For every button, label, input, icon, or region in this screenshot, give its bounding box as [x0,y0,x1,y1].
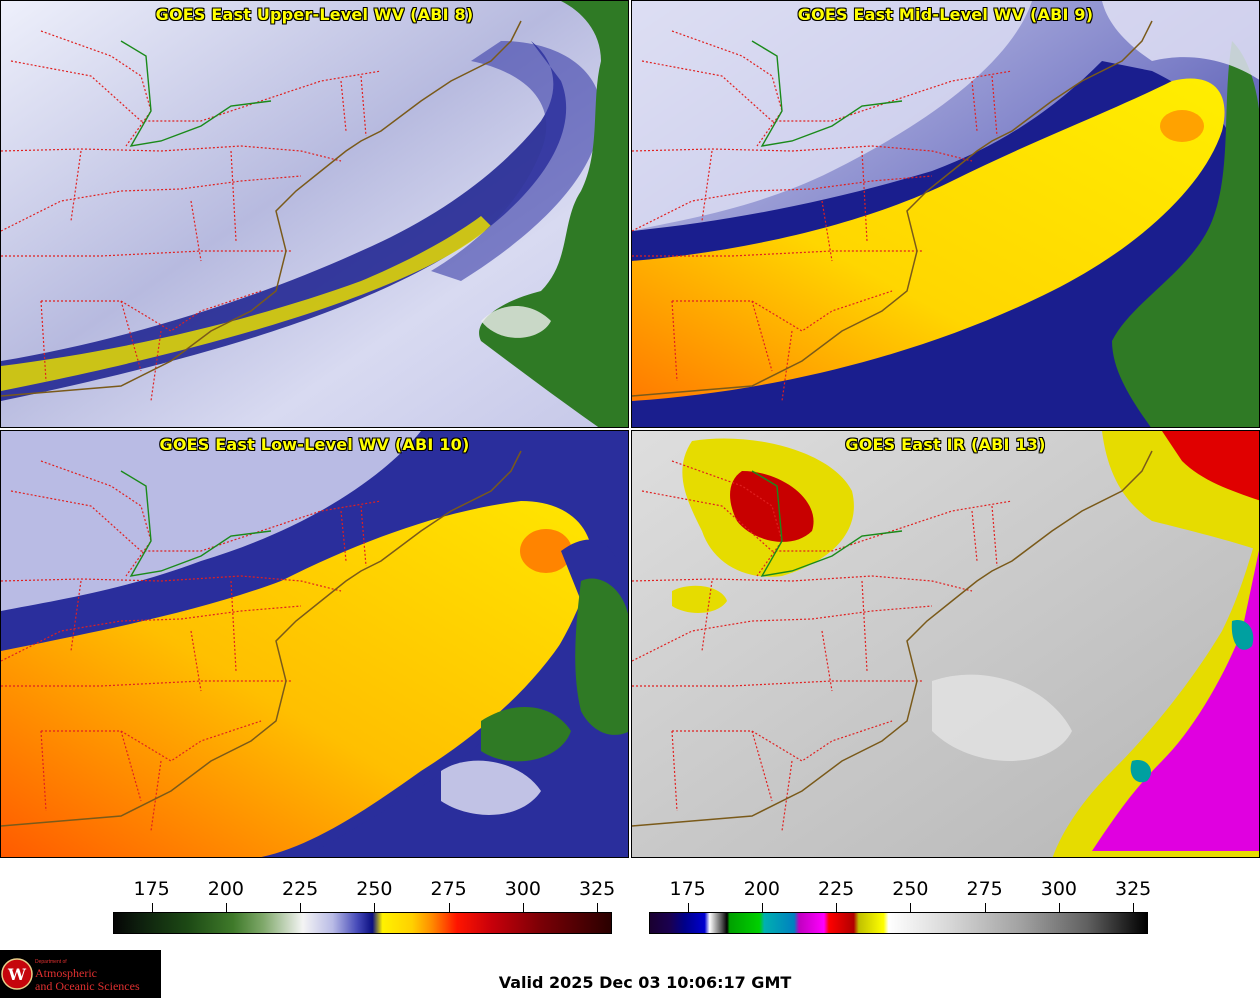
panel-title-mid: GOES East Mid-Level WV (ABI 9) [797,5,1094,24]
colorbar-wv-tick-mark [225,903,227,915]
map-low-level-wv [1,431,628,857]
logo-department-of: Department of [35,959,67,965]
colorbar-ir-tick-label: 250 [892,878,929,900]
colorbar-wv-tick-mark [448,903,450,915]
colorbar-wv-tick-label: 300 [504,878,542,900]
colorbar-ir-tick-label: 200 [743,878,780,900]
colorbar-ir-tick-label: 225 [817,878,855,900]
panel-title-low: GOES East Low-Level WV (ABI 10) [159,435,470,454]
logo-line2: and Oceanic Sciences [35,979,140,993]
colorbar-wv-tick-mark [300,903,302,915]
panel-low-level-wv: GOES East Low-Level WV (ABI 10) [0,430,629,858]
colorbar-wv-tick-mark [374,903,376,915]
colorbar-ir-tick-mark [836,903,838,915]
logo-line1: Atmospheric [35,966,97,980]
colorbar-ir-tick-label: 325 [1115,878,1152,900]
panel-mid-level-wv: GOES East Mid-Level WV (ABI 9) [631,0,1260,428]
colorbar-wv-tick-label: 225 [281,878,319,900]
colorbar-wv: 175 200 225 250 275 300 325 [113,878,616,934]
colorbar-wv-tick-label: 325 [579,878,616,900]
colorbar-ir-tick-mark [984,903,986,915]
colorbar-ir-tick-mark [687,903,689,915]
colorbar-wv-tick-label: 175 [133,878,170,900]
panel-upper-level-wv: GOES East Upper-Level WV (ABI 8) [0,0,629,428]
colorbar-wv-tick-mark [151,903,153,915]
colorbar-ir-tick-mark [1133,903,1135,915]
map-mid-level-wv [632,1,1259,427]
colorbar-ir-tick-mark [1058,903,1060,915]
colorbar-wv-tick-label: 200 [207,878,244,900]
colorbar-wv-tick-mark [597,903,599,915]
valid-time: Valid 2025 Dec 03 10:06:17 GMT [498,973,792,992]
colorbar-wv-tick-label: 275 [430,878,467,900]
seal-letter: W [7,965,27,984]
panel-title-ir: GOES East IR (ABI 13) [845,435,1046,454]
colorbar-ir-gradient [649,912,1148,934]
map-ir [632,431,1259,857]
uw-seal-icon: W Department of Atmospheric and Oceanic … [1,958,140,993]
colorbar-wv-tick-mark [522,903,524,915]
panel-title-upper: GOES East Upper-Level WV (ABI 8) [155,5,474,24]
colorbar-wv-tick-label: 250 [356,878,393,900]
colorbar-ir-tick-mark [761,903,763,915]
colorbar-wv-gradient [113,912,612,934]
colorbar-ir-tick-label: 300 [1040,878,1078,900]
colorbar-wv-labels: 175 200 225 250 275 300 325 [113,878,616,915]
colorbar-ir-tick-label: 175 [669,878,706,900]
panel-ir: GOES East IR (ABI 13) [631,430,1260,858]
colorbar-ir-labels: 175 200 225 250 275 300 325 [649,878,1152,915]
colorbar-ir-tick-label: 275 [966,878,1003,900]
aos-logo: W Department of Atmospheric and Oceanic … [0,950,161,998]
map-upper-level-wv [1,1,628,427]
colorbar-ir-tick-mark [910,903,912,915]
colorbar-ir: 175 200 225 250 275 300 325 [649,878,1152,934]
